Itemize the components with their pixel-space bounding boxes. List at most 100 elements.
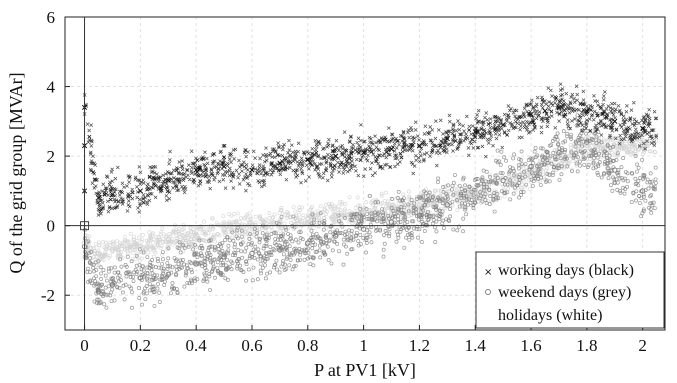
cloud-point (254, 234, 259, 239)
cloud-point (119, 249, 124, 254)
cloud-point (186, 163, 191, 167)
cloud-point (106, 255, 111, 260)
cloud-point (307, 175, 311, 179)
cloud-point (381, 217, 386, 221)
cloud-point (195, 170, 199, 174)
cloud-point (87, 134, 92, 139)
cloud-point (584, 131, 589, 136)
cloud-point (122, 185, 126, 190)
data-point-working (640, 125, 646, 131)
cloud-point (574, 84, 579, 89)
cloud-point (430, 128, 435, 132)
cloud-point (321, 175, 325, 180)
cloud-point (398, 219, 403, 224)
cloud-point (468, 200, 473, 205)
cloud-point (599, 175, 604, 180)
cloud-point (181, 234, 186, 239)
cloud-point (286, 158, 290, 163)
cloud-point (324, 159, 329, 164)
data-point-working (165, 177, 171, 184)
cloud-point (643, 198, 648, 203)
cloud-point (343, 216, 348, 220)
cloud-point (368, 140, 372, 145)
cloud-point (319, 162, 324, 166)
cloud-point (639, 214, 644, 219)
cloud-point (264, 226, 269, 231)
data-point-working (612, 118, 618, 124)
cloud-point (493, 126, 498, 131)
cloud-point (438, 214, 443, 219)
cloud-point (91, 262, 96, 267)
cloud-point (511, 126, 516, 131)
cloud-point (557, 146, 562, 151)
cloud-point (186, 242, 191, 247)
cloud-point (112, 206, 117, 211)
cloud-point (478, 132, 483, 137)
cloud-point (85, 269, 90, 274)
cloud-point (447, 119, 452, 124)
cloud-point (406, 214, 411, 219)
cloud-point (358, 232, 363, 237)
cloud-point (526, 131, 531, 135)
cloud-point (531, 106, 536, 110)
cloud-point (297, 205, 302, 210)
cloud-point (174, 264, 179, 269)
cloud-point (562, 114, 567, 119)
cloud-point (278, 237, 283, 242)
cloud-point (422, 229, 427, 233)
cloud-point (241, 177, 246, 182)
cloud-point (517, 135, 522, 140)
cloud-point (138, 170, 143, 175)
cloud-point (236, 211, 241, 216)
cloud-point (212, 152, 217, 156)
cloud-point (403, 217, 407, 222)
cloud-point (178, 250, 183, 255)
cloud-point (230, 220, 235, 225)
cloud-point (452, 173, 457, 177)
cloud-point (336, 204, 341, 209)
cloud-point (462, 138, 466, 143)
cloud-point (514, 125, 518, 130)
cloud-point (434, 229, 439, 234)
cloud-point (247, 183, 252, 188)
cloud-point (238, 267, 243, 272)
cloud-point (604, 115, 609, 120)
data-point-weekend (444, 202, 451, 208)
cloud-point (357, 151, 361, 156)
cloud-point (145, 255, 150, 260)
cloud-point (341, 171, 346, 175)
cloud-point (126, 251, 131, 256)
cloud-point (469, 141, 474, 146)
cloud-point (286, 211, 291, 216)
cloud-point (575, 113, 580, 118)
cloud-point (347, 228, 351, 233)
cloud-point (281, 144, 285, 149)
cloud-point (236, 175, 240, 180)
cloud-point (406, 209, 411, 214)
cloud-point (410, 162, 415, 166)
cloud-point (274, 242, 279, 247)
cloud-point (191, 230, 196, 235)
cloud-point (526, 103, 530, 108)
cloud-point (335, 160, 340, 165)
cloud-point (341, 237, 346, 242)
cloud-point (434, 151, 439, 155)
cloud-point (402, 144, 407, 149)
cloud-point (350, 218, 354, 222)
cloud-point (318, 236, 323, 241)
cloud-point (462, 201, 467, 206)
cloud-point (216, 170, 220, 174)
cloud-point (379, 193, 384, 198)
cloud-point (257, 163, 262, 167)
cloud-point (637, 194, 642, 198)
cloud-point (431, 214, 436, 219)
cloud-point (147, 174, 152, 179)
cloud-point (95, 297, 100, 302)
cloud-point (409, 125, 413, 130)
cloud-point (447, 113, 452, 118)
cloud-point (101, 205, 106, 209)
cloud-point (328, 205, 333, 210)
cloud-point (216, 269, 221, 274)
cloud-point (259, 171, 263, 176)
